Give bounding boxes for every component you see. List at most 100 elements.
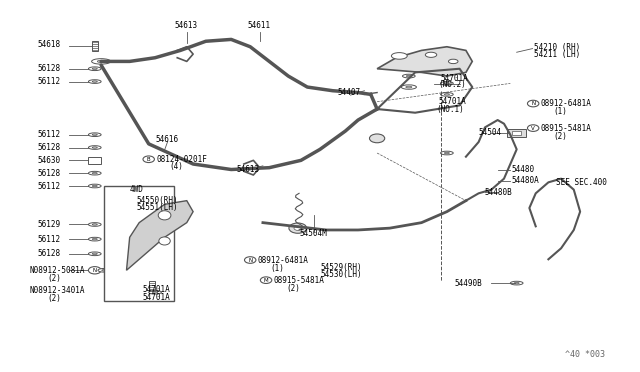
Ellipse shape [92, 253, 97, 254]
Text: 54611: 54611 [247, 21, 270, 30]
Text: 08915-5481A: 08915-5481A [274, 276, 324, 285]
Bar [104, 186, 174, 301]
Ellipse shape [514, 282, 519, 284]
Text: (1): (1) [271, 264, 284, 273]
Text: 56112: 56112 [38, 182, 61, 190]
Ellipse shape [88, 237, 101, 241]
Ellipse shape [98, 269, 111, 272]
Text: 08124-0201F: 08124-0201F [156, 155, 207, 164]
Text: 54550(RH): 54550(RH) [136, 196, 178, 205]
Text: 56129: 56129 [38, 220, 61, 229]
Text: 54480B: 54480B [485, 188, 513, 197]
Text: 56128: 56128 [38, 169, 61, 178]
Ellipse shape [403, 74, 415, 78]
Text: N08912-3401A: N08912-3401A [29, 286, 85, 295]
Text: 56128: 56128 [38, 143, 61, 152]
Circle shape [289, 223, 307, 233]
Text: N: N [531, 101, 535, 106]
Ellipse shape [92, 147, 97, 148]
Text: 54613: 54613 [174, 21, 197, 30]
Ellipse shape [440, 93, 453, 96]
Text: 54613: 54613 [236, 165, 259, 174]
Text: SEE SEC.400: SEE SEC.400 [556, 178, 607, 187]
Ellipse shape [159, 237, 170, 245]
Text: (1): (1) [554, 107, 567, 116]
Text: 08912-6481A: 08912-6481A [541, 99, 591, 108]
Text: (2): (2) [554, 132, 567, 141]
Ellipse shape [92, 238, 97, 240]
Ellipse shape [92, 68, 97, 70]
Text: (2): (2) [47, 274, 61, 283]
Bar [92, 41, 98, 51]
Text: 08912-6481A: 08912-6481A [258, 256, 308, 264]
Ellipse shape [88, 146, 101, 149]
Text: 54551(LH): 54551(LH) [136, 203, 178, 212]
Ellipse shape [440, 151, 453, 155]
Ellipse shape [92, 185, 97, 187]
Text: M: M [264, 278, 268, 283]
Ellipse shape [88, 252, 101, 256]
Polygon shape [127, 201, 193, 270]
Text: 54480: 54480 [511, 165, 535, 174]
Ellipse shape [152, 292, 157, 293]
Text: 56112: 56112 [38, 77, 61, 86]
Polygon shape [377, 47, 472, 76]
Ellipse shape [88, 80, 101, 83]
Text: (4): (4) [169, 162, 183, 171]
Ellipse shape [392, 52, 407, 59]
Text: 54480A: 54480A [511, 176, 540, 185]
Text: (NO.1): (NO.1) [436, 105, 464, 113]
Ellipse shape [444, 94, 449, 95]
Text: 54701A: 54701A [142, 292, 170, 302]
Ellipse shape [88, 184, 101, 188]
Ellipse shape [102, 270, 107, 271]
Ellipse shape [401, 85, 417, 89]
Text: 54616: 54616 [155, 135, 178, 144]
Text: N: N [93, 268, 97, 273]
Ellipse shape [444, 152, 449, 154]
Text: 54701A: 54701A [440, 74, 468, 83]
Ellipse shape [426, 52, 436, 57]
Circle shape [244, 257, 256, 263]
Ellipse shape [97, 60, 105, 62]
Text: 56128: 56128 [38, 64, 61, 73]
Ellipse shape [92, 81, 97, 82]
Ellipse shape [88, 133, 101, 137]
Ellipse shape [88, 67, 101, 71]
Text: 56128: 56128 [38, 249, 61, 258]
Ellipse shape [444, 83, 449, 84]
Text: (2): (2) [286, 284, 300, 293]
Circle shape [527, 125, 539, 131]
Text: 54701A: 54701A [438, 97, 466, 106]
Circle shape [143, 156, 154, 163]
Text: 54210 (RH): 54210 (RH) [534, 43, 580, 52]
Text: B: B [147, 157, 150, 162]
Ellipse shape [88, 223, 101, 226]
Text: 54504: 54504 [479, 128, 502, 137]
Bar [88, 157, 101, 164]
Bar [512, 131, 522, 135]
Circle shape [294, 226, 301, 230]
Text: N: N [248, 257, 252, 263]
Text: 54407: 54407 [338, 88, 361, 97]
Ellipse shape [92, 134, 97, 135]
Ellipse shape [510, 281, 523, 285]
Text: 56112: 56112 [38, 130, 61, 139]
Ellipse shape [406, 76, 412, 77]
Ellipse shape [449, 59, 458, 64]
Text: 54529(RH): 54529(RH) [320, 263, 362, 272]
Ellipse shape [406, 86, 412, 88]
Ellipse shape [92, 59, 111, 64]
Circle shape [369, 134, 385, 143]
Bar [507, 129, 526, 137]
Ellipse shape [148, 291, 161, 294]
Text: 4WD: 4WD [130, 185, 143, 194]
Text: 54701A: 54701A [142, 285, 170, 294]
Text: 54504M: 54504M [300, 229, 328, 238]
Text: 56112: 56112 [38, 235, 61, 244]
Text: 54530(LH): 54530(LH) [320, 270, 362, 279]
Text: 54630: 54630 [38, 156, 61, 165]
Text: 54618: 54618 [38, 41, 61, 49]
Text: 54211 (LH): 54211 (LH) [534, 49, 580, 58]
Text: 54490B: 54490B [454, 279, 483, 288]
